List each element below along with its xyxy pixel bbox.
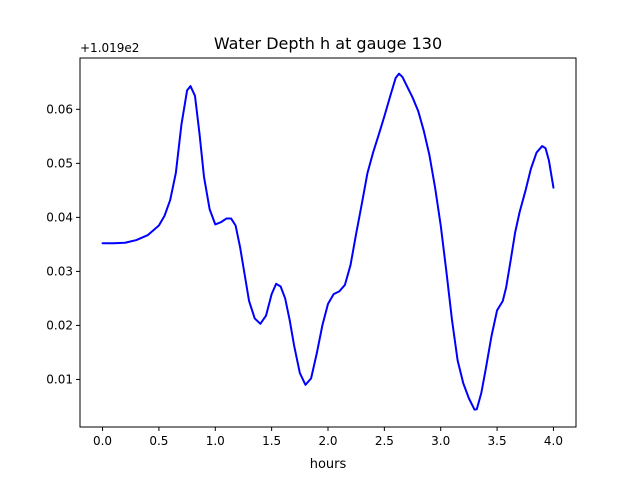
axes-frame xyxy=(79,57,577,428)
x-tick-label: 3.0 xyxy=(431,434,450,448)
x-tick-label: 3.5 xyxy=(488,434,507,448)
y-tick-label: 0.02 xyxy=(46,318,73,332)
y-tick-label: 0.05 xyxy=(46,156,73,170)
series-line-0 xyxy=(101,72,555,411)
x-tick-label: 1.5 xyxy=(262,434,281,448)
x-tick-label: 1.0 xyxy=(206,434,225,448)
plot-area xyxy=(101,72,555,411)
x-tick-label: 2.5 xyxy=(375,434,394,448)
y-axis-offset-label: +1.019e2 xyxy=(80,41,139,55)
y-tick-label: 0.04 xyxy=(46,210,73,224)
x-tick-label: 0.0 xyxy=(93,434,112,448)
x-axis-ticks: 0.0 0.5 1.0 1.5 2.0 2.5 3.0 3.5 4.0 xyxy=(93,427,563,448)
y-tick-label: 0.03 xyxy=(46,264,73,278)
x-tick-label: 0.5 xyxy=(149,434,168,448)
x-tick-label: 4.0 xyxy=(544,434,563,448)
y-tick-label: 0.06 xyxy=(46,102,73,116)
y-axis-ticks: 0.01 0.02 0.03 0.04 0.05 0.06 xyxy=(46,102,80,386)
x-tick-label: 2.0 xyxy=(318,434,337,448)
x-axis-label: hours xyxy=(310,457,347,472)
y-tick-label: 0.01 xyxy=(46,372,73,386)
chart-title: Water Depth h at gauge 130 xyxy=(214,34,442,53)
